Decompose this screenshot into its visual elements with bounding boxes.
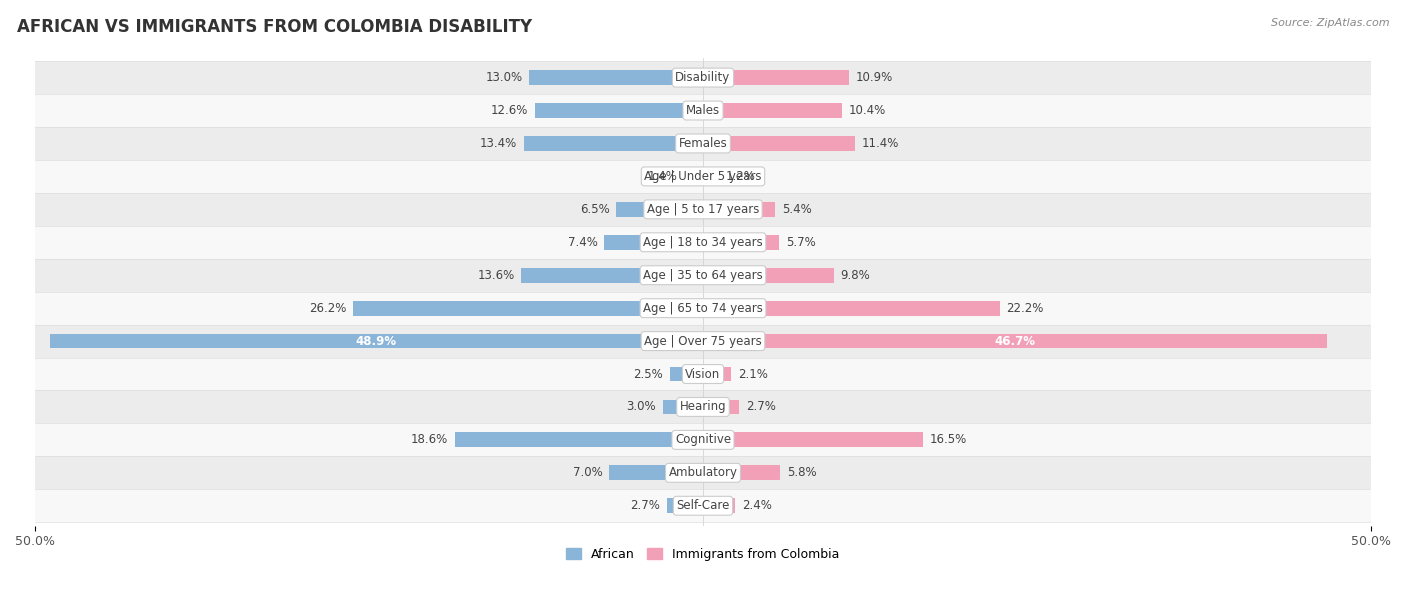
Text: Age | 18 to 34 years: Age | 18 to 34 years [643, 236, 763, 249]
Text: 2.5%: 2.5% [633, 368, 662, 381]
Text: Disability: Disability [675, 71, 731, 84]
Text: 2.1%: 2.1% [738, 368, 768, 381]
Text: Hearing: Hearing [679, 400, 727, 414]
Bar [703, 70, 849, 85]
Legend: African, Immigrants from Colombia: African, Immigrants from Colombia [561, 543, 845, 566]
Bar [703, 268, 834, 283]
Text: 10.9%: 10.9% [855, 71, 893, 84]
Bar [605, 235, 703, 250]
Text: 13.4%: 13.4% [479, 137, 517, 150]
Text: 2.4%: 2.4% [742, 499, 772, 512]
Bar [35, 94, 1371, 127]
Text: Males: Males [686, 104, 720, 117]
Bar [703, 367, 731, 381]
Text: 7.4%: 7.4% [568, 236, 598, 249]
Text: 13.0%: 13.0% [485, 71, 523, 84]
Text: Age | 35 to 64 years: Age | 35 to 64 years [643, 269, 763, 282]
Text: 1.2%: 1.2% [725, 170, 755, 183]
Bar [609, 465, 703, 480]
Bar [35, 490, 1371, 522]
Text: 13.6%: 13.6% [478, 269, 515, 282]
Bar [35, 193, 1371, 226]
Text: 22.2%: 22.2% [1007, 302, 1043, 315]
Bar [703, 334, 1327, 348]
Bar [703, 235, 779, 250]
Bar [669, 367, 703, 381]
Text: 5.8%: 5.8% [787, 466, 817, 479]
Text: 5.4%: 5.4% [782, 203, 811, 216]
Bar [35, 226, 1371, 259]
Bar [703, 400, 740, 414]
Bar [703, 300, 1000, 316]
Bar [35, 324, 1371, 357]
Bar [35, 357, 1371, 390]
Bar [35, 160, 1371, 193]
Bar [35, 292, 1371, 324]
Text: 12.6%: 12.6% [491, 104, 529, 117]
Text: 1.4%: 1.4% [648, 170, 678, 183]
Text: Source: ZipAtlas.com: Source: ZipAtlas.com [1271, 18, 1389, 28]
Bar [35, 127, 1371, 160]
Bar [666, 498, 703, 513]
Text: Age | 5 to 17 years: Age | 5 to 17 years [647, 203, 759, 216]
Bar [685, 169, 703, 184]
Text: 2.7%: 2.7% [630, 499, 661, 512]
Text: 18.6%: 18.6% [411, 433, 449, 446]
Bar [353, 300, 703, 316]
Text: Age | Under 5 years: Age | Under 5 years [644, 170, 762, 183]
Bar [534, 103, 703, 118]
Bar [662, 400, 703, 414]
Bar [35, 457, 1371, 490]
Text: Vision: Vision [685, 368, 721, 381]
Text: 26.2%: 26.2% [309, 302, 346, 315]
Text: 5.7%: 5.7% [786, 236, 815, 249]
Bar [703, 103, 842, 118]
Bar [35, 259, 1371, 292]
Bar [703, 136, 855, 151]
Bar [35, 61, 1371, 94]
Bar [522, 268, 703, 283]
Text: Cognitive: Cognitive [675, 433, 731, 446]
Text: 3.0%: 3.0% [627, 400, 657, 414]
Text: 2.7%: 2.7% [745, 400, 776, 414]
Text: Females: Females [679, 137, 727, 150]
Bar [703, 169, 718, 184]
Text: 48.9%: 48.9% [356, 335, 396, 348]
Text: AFRICAN VS IMMIGRANTS FROM COLOMBIA DISABILITY: AFRICAN VS IMMIGRANTS FROM COLOMBIA DISA… [17, 18, 531, 36]
Text: Age | Over 75 years: Age | Over 75 years [644, 335, 762, 348]
Text: 16.5%: 16.5% [931, 433, 967, 446]
Bar [454, 433, 703, 447]
Text: Age | 65 to 74 years: Age | 65 to 74 years [643, 302, 763, 315]
Bar [35, 390, 1371, 424]
Text: 46.7%: 46.7% [994, 335, 1035, 348]
Text: Ambulatory: Ambulatory [668, 466, 738, 479]
Bar [524, 136, 703, 151]
Bar [616, 202, 703, 217]
Bar [49, 334, 703, 348]
Text: 9.8%: 9.8% [841, 269, 870, 282]
Text: 10.4%: 10.4% [849, 104, 886, 117]
Text: 6.5%: 6.5% [579, 203, 609, 216]
Bar [703, 433, 924, 447]
Bar [35, 424, 1371, 457]
Bar [703, 202, 775, 217]
Bar [703, 498, 735, 513]
Text: 7.0%: 7.0% [574, 466, 603, 479]
Text: 11.4%: 11.4% [862, 137, 900, 150]
Text: Self-Care: Self-Care [676, 499, 730, 512]
Bar [703, 465, 780, 480]
Bar [529, 70, 703, 85]
